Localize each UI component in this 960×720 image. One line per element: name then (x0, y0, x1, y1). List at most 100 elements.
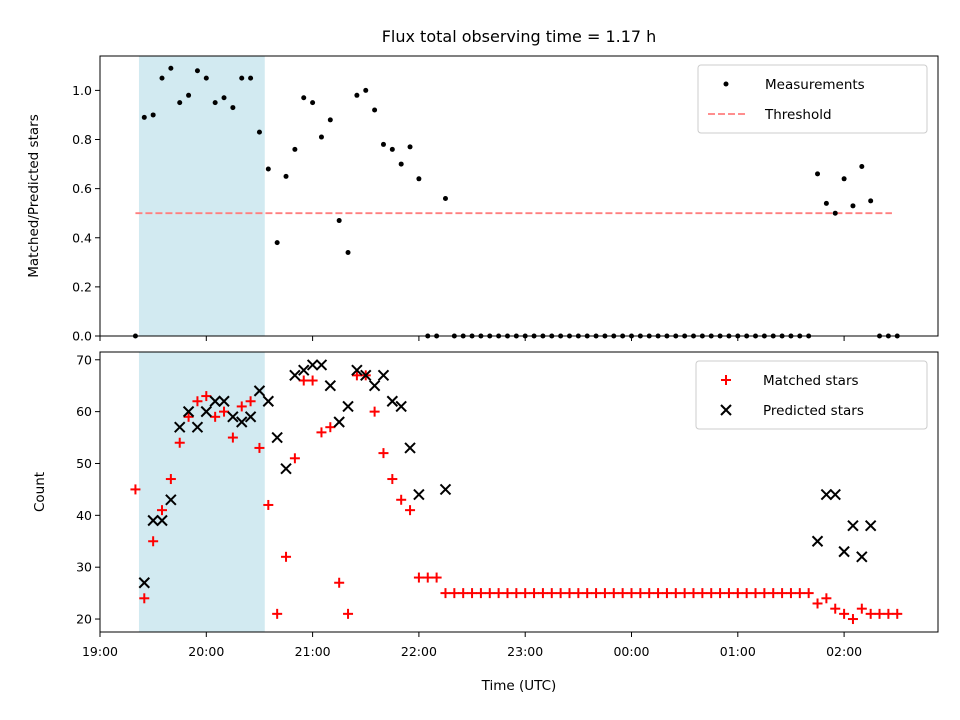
matched-star-point (298, 375, 309, 386)
predicted-star-point (218, 395, 230, 407)
predicted-star-point (377, 369, 390, 382)
matched-star-point (697, 588, 708, 599)
chart-title: Flux total observing time = 1.17 h (382, 27, 657, 46)
measurement-point (815, 171, 821, 177)
predicted-star-point (227, 411, 239, 423)
predicted-star-point (395, 400, 407, 413)
bottom-axes-frame (99, 351, 939, 633)
matched-star-point (741, 588, 752, 599)
matched-star-point (369, 406, 380, 417)
matched-star-point (139, 593, 150, 604)
matched-star-point (475, 588, 486, 599)
matched-star-point (803, 588, 814, 599)
y-tick-label: 20 (76, 612, 92, 627)
x-axis-label: Time (UTC) (481, 678, 557, 694)
x-tick-label: 01:00 (720, 644, 756, 659)
matched-star-point (794, 588, 805, 599)
y-tick-label: 0.6 (72, 181, 92, 196)
top-y-axis-label: Matched/Predicted stars (26, 114, 42, 277)
matched-star-point (281, 551, 292, 562)
y-tick-label: 0.0 (72, 329, 92, 344)
measurement-point (345, 249, 351, 255)
matched-star-point (396, 494, 407, 505)
predicted-star-point (306, 359, 319, 371)
predicted-star-point (333, 416, 345, 428)
matched-stars-points (130, 370, 903, 625)
measurement-point (416, 176, 422, 182)
matched-star-point (723, 588, 734, 599)
top-legend: Measurements Threshold (697, 64, 928, 134)
matched-star-point (706, 588, 717, 599)
y-tick-label: 60 (76, 404, 92, 419)
measurement-point (841, 176, 847, 182)
bottom-y-axis-label: Count (32, 472, 48, 512)
matched-star-point (520, 588, 531, 599)
matched-star-point (847, 614, 858, 625)
legend-measurements-label: Measurements (765, 77, 865, 93)
matched-star-point (351, 370, 362, 381)
matched-star-point (874, 608, 885, 619)
predicted-star-point (200, 405, 213, 418)
measurement-point (203, 75, 209, 81)
measurement-point (194, 68, 200, 74)
predicted-star-point (351, 364, 363, 376)
measurement-point (398, 161, 404, 167)
matched-star-point (599, 588, 610, 599)
matched-star-point (546, 588, 557, 599)
predicted-star-point (236, 416, 248, 428)
matched-star-point (573, 588, 584, 599)
matched-star-point (431, 572, 442, 583)
measurement-point (389, 146, 395, 152)
matched-star-point (405, 505, 416, 516)
measurement-point (177, 100, 183, 106)
matched-star-point (210, 411, 221, 422)
matched-star-point (785, 588, 796, 599)
matched-star-point (688, 588, 699, 599)
matched-star-point (157, 505, 168, 516)
bottom-x-ticks: 19:00 20:00 21:00 22:00 23:00 00:00 01:00 02:00 (82, 632, 862, 659)
matched-star-point (254, 442, 265, 453)
matched-star-point (183, 411, 194, 422)
matched-star-point (653, 588, 664, 599)
x-tick-label: 02:00 (826, 644, 862, 659)
y-tick-label: 0.2 (72, 279, 92, 294)
legend-predicted-marker (720, 404, 732, 416)
bottom-legend-frame (695, 360, 928, 430)
y-tick-label: 70 (76, 352, 92, 367)
matched-star-point (591, 588, 602, 599)
legend-x-glyph (720, 404, 732, 416)
bottom-highlight-span (138, 352, 265, 632)
matched-star-point (661, 588, 672, 599)
predicted-star-point (315, 359, 328, 371)
matched-star-point (467, 588, 478, 599)
measurement-point (256, 129, 262, 135)
top-highlight-span (138, 56, 265, 336)
measurement-point (283, 173, 289, 179)
matched-star-point (148, 536, 159, 547)
matched-star-point (892, 608, 903, 619)
matched-star-point (227, 432, 238, 443)
bottom-legend: Matched stars Predicted stars (695, 360, 928, 430)
predicted-star-point (174, 421, 186, 433)
measurement-point (380, 141, 386, 147)
measurement-point (212, 100, 218, 106)
matched-star-point (289, 453, 300, 464)
matched-star-point (821, 593, 832, 604)
matched-star-point (192, 396, 203, 407)
top-axes-frame (99, 55, 939, 337)
legend-matched-label: Matched stars (763, 373, 859, 389)
predicted-star-point (820, 488, 833, 501)
matched-star-point (502, 588, 513, 599)
top-x-ticks (99, 336, 845, 341)
predicted-star-point (342, 400, 354, 413)
measurement-point (363, 87, 369, 93)
y-tick-label: 0.4 (72, 230, 92, 245)
x-tick-label: 22:00 (401, 644, 437, 659)
measurement-point (850, 203, 856, 209)
measurement-point (274, 240, 280, 246)
y-tick-label: 1.0 (72, 83, 92, 98)
predicted-star-point (280, 462, 292, 475)
predicted-star-point (386, 395, 399, 407)
measurement-point (141, 114, 147, 120)
measurement-point (832, 210, 838, 216)
